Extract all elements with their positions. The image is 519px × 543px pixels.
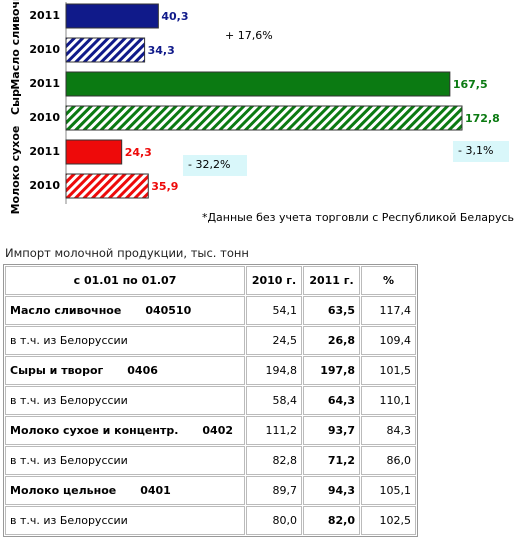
cell: 86,0: [361, 446, 416, 475]
cell: 82,0: [303, 506, 360, 535]
category-label: Сыр: [9, 89, 22, 115]
cell: 58,4: [246, 386, 302, 415]
cell: 26,8: [303, 326, 360, 355]
value-label: 35,9: [151, 180, 178, 193]
cell: 197,8: [303, 356, 360, 385]
row-label: в т.ч. из Белоруссии: [5, 446, 245, 475]
row: в т.ч. из Белоруссии 58,4 64,3 110,1: [5, 386, 416, 415]
header-cell: %: [361, 266, 416, 295]
code: 0406: [127, 364, 158, 377]
row-label: Масло сливочное 040510: [5, 296, 245, 325]
cell: 24,5: [246, 326, 302, 355]
cell: 84,3: [361, 416, 416, 445]
annotation-box: [453, 141, 509, 162]
row-label: в т.ч. из Белоруссии: [5, 386, 245, 415]
value-label: 40,3: [161, 10, 188, 23]
label: Молоко цельное: [10, 484, 117, 497]
bar: [65, 173, 149, 199]
cell: 102,5: [361, 506, 416, 535]
label: Масло сливочное: [10, 304, 122, 317]
chart: *Данные без учета торговли с Республикой…: [9, 0, 514, 224]
cell: 93,7: [303, 416, 360, 445]
cell: 64,3: [303, 386, 360, 415]
row: в т.ч. из Белоруссии 24,5 26,8 109,4: [5, 326, 416, 355]
cell: 63,5: [303, 296, 360, 325]
series-label: 2010: [29, 179, 60, 192]
series-label: 2011: [29, 145, 60, 158]
label: в т.ч. из Белоруссии: [10, 454, 128, 467]
series-label: 2011: [29, 9, 60, 22]
cell: 111,2: [246, 416, 302, 445]
cell: 110,1: [361, 386, 416, 415]
cell: 80,0: [246, 506, 302, 535]
row-label: Молоко цельное 0401: [5, 476, 245, 505]
annotation-box: [183, 155, 247, 176]
cell: 89,7: [246, 476, 302, 505]
label: в т.ч. из Белоруссии: [10, 514, 128, 527]
bar: [65, 3, 159, 29]
series-label: 2010: [29, 111, 60, 124]
header-cell: 2010 г.: [246, 266, 302, 295]
value-label: 172,8: [465, 112, 500, 125]
annotation: - 3,1%: [458, 144, 493, 157]
bar: [65, 71, 451, 97]
code: 0401: [140, 484, 171, 497]
cell: 117,4: [361, 296, 416, 325]
category-label: Масло сливочное: [9, 0, 22, 90]
row-label: в т.ч. из Белоруссии: [5, 326, 245, 355]
code: 040510: [145, 304, 192, 317]
row: в т.ч. из Белоруссии 82,8 71,2 86,0: [5, 446, 416, 475]
bar: [65, 139, 123, 165]
cell: 101,5: [361, 356, 416, 385]
value-label: 34,3: [148, 44, 175, 57]
code: 0402: [202, 424, 234, 437]
row: в т.ч. из Белоруссии 80,0 82,0 102,5: [5, 506, 416, 535]
cell: 82,8: [246, 446, 302, 475]
label: Сыры и творог: [10, 364, 104, 377]
cell: 109,4: [361, 326, 416, 355]
row: Молоко цельное 0401 89,7 94,3 105,1: [5, 476, 416, 505]
header-cell: с 01.01 по 01.07: [5, 266, 245, 295]
row: Молоко сухое и концентр. 0402 111,2 93,7 84,…: [5, 416, 416, 445]
cell: 94,3: [303, 476, 360, 505]
cell: 71,2: [303, 446, 360, 475]
note: *Данные без учета торговли с Республикой…: [202, 211, 514, 224]
bar: [65, 105, 463, 131]
value-label: 167,5: [453, 78, 488, 91]
cell: 54,1: [246, 296, 302, 325]
label: в т.ч. из Белоруссии: [10, 394, 128, 407]
label: Молоко сухое и концентр.: [10, 424, 179, 437]
header-row: с 01.01 по 01.07 2010 г. 2011 г.%: [5, 266, 416, 295]
cell: 105,1: [361, 476, 416, 505]
annotation: - 32,2%: [188, 158, 230, 171]
label: в т.ч. из Белоруссии: [10, 334, 128, 347]
series-label: 2011: [29, 77, 60, 90]
row-label: Молоко сухое и концентр. 0402: [5, 416, 245, 445]
table-title: Импорт молочной продукции, тыс. тонн: [5, 246, 249, 260]
bar: [65, 37, 146, 63]
value-label: 24,3: [125, 146, 152, 159]
row-label: в т.ч. из Белоруссии: [5, 506, 245, 535]
row: Сыры и творог 0406 194,8 197,8 101,5: [5, 356, 416, 385]
series-label: 2010: [29, 43, 60, 56]
row-label: Сыры и творог 0406: [5, 356, 245, 385]
table: с 01.01 по 01.07 2010 г. 2011 г.% Масло сли…: [3, 264, 418, 537]
row: Масло сливочное 040510 54,1 63,5 117,4: [5, 296, 416, 325]
table-block: Импорт молочной продукции, тыс. тонн с 0…: [3, 246, 418, 537]
category-label: Молоко сухое: [9, 126, 22, 215]
header-cell: 2011 г.: [303, 266, 360, 295]
cell: 194,8: [246, 356, 302, 385]
annotation: + 17,6%: [225, 29, 273, 42]
